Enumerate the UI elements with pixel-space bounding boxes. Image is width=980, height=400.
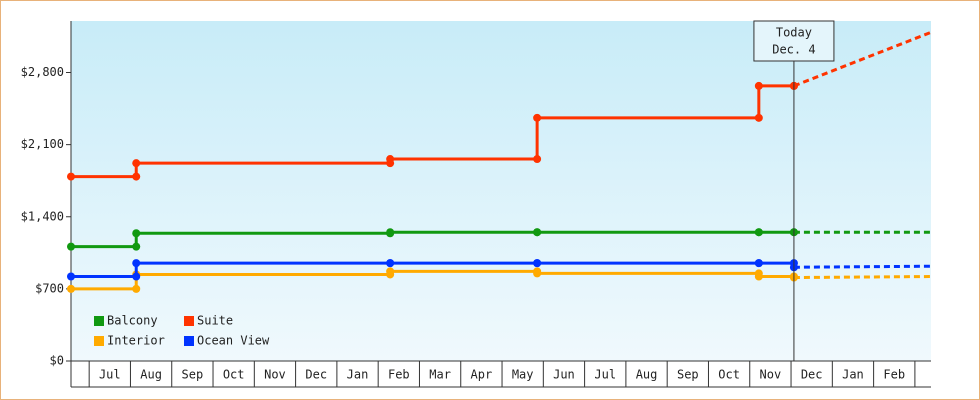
point xyxy=(132,172,141,181)
x-tick-label: Aug xyxy=(140,368,162,382)
legend-swatch xyxy=(184,336,194,346)
x-tick-label: Jul xyxy=(594,368,616,382)
y-tick-label: $2,800 xyxy=(21,65,64,79)
legend-label: Ocean View xyxy=(197,334,270,348)
legend-swatch xyxy=(94,336,104,346)
x-tick-label: Sep xyxy=(677,368,699,382)
legend-label: Balcony xyxy=(107,314,158,328)
x-tick-label: Dec xyxy=(801,368,823,382)
y-tick-label: $1,400 xyxy=(21,209,64,223)
x-tick-label: Oct xyxy=(223,368,245,382)
point xyxy=(533,155,542,164)
x-tick-label: Nov xyxy=(760,368,782,382)
today-box xyxy=(753,20,835,62)
point xyxy=(132,284,141,293)
projection-line xyxy=(793,30,932,88)
x-tick-label: Jun xyxy=(553,368,575,382)
x-tick-label: Nov xyxy=(264,368,286,382)
point xyxy=(132,272,141,281)
x-tick-label: Feb xyxy=(883,368,905,382)
point xyxy=(132,242,141,251)
x-tick-label: Feb xyxy=(388,368,410,382)
x-tick-label: Oct xyxy=(718,368,740,382)
y-tick-label: $2,100 xyxy=(21,137,64,151)
x-tick-label: Jul xyxy=(99,368,121,382)
today-label: Today xyxy=(776,26,812,40)
today-label: Dec. 4 xyxy=(772,43,815,57)
legend-swatch xyxy=(184,316,194,326)
legend-label: Interior xyxy=(107,334,165,348)
x-tick-label: May xyxy=(512,368,534,382)
legend-swatch xyxy=(94,316,104,326)
y-tick-label: $0 xyxy=(50,354,64,368)
x-tick-label: Apr xyxy=(471,368,493,382)
x-tick-label: Jan xyxy=(842,368,864,382)
x-tick-label: Aug xyxy=(636,368,658,382)
x-tick-label: Jan xyxy=(347,368,369,382)
projection-line xyxy=(793,275,932,280)
legend-label: Suite xyxy=(197,314,233,328)
projection-line xyxy=(793,264,932,269)
point xyxy=(754,113,763,122)
x-tick-label: Sep xyxy=(182,368,204,382)
x-tick-label: Mar xyxy=(429,368,451,382)
x-tick-label: Dec xyxy=(305,368,327,382)
plot-area xyxy=(71,21,931,361)
y-tick-label: $700 xyxy=(35,281,64,295)
